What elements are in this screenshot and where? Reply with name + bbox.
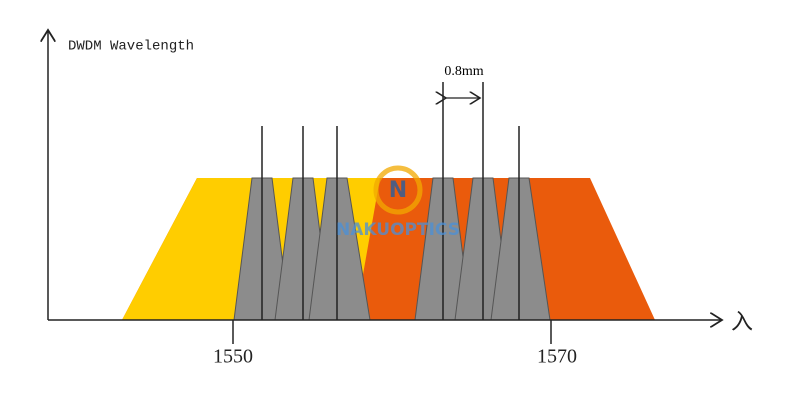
watermark-letter: N <box>389 178 407 203</box>
x-symbol: 入 <box>731 309 753 334</box>
watermark: N NAKUOPTICS <box>336 165 460 240</box>
spacing-label: 0.8mm <box>444 64 483 79</box>
watermark-logo <box>373 165 423 215</box>
channels <box>233 82 551 321</box>
watermark-text: NAKUOPTICS <box>336 220 460 240</box>
tick-label: 1550 <box>213 346 253 368</box>
title: DWDM Wavelength <box>68 39 194 55</box>
tick-label: 1570 <box>537 346 577 368</box>
